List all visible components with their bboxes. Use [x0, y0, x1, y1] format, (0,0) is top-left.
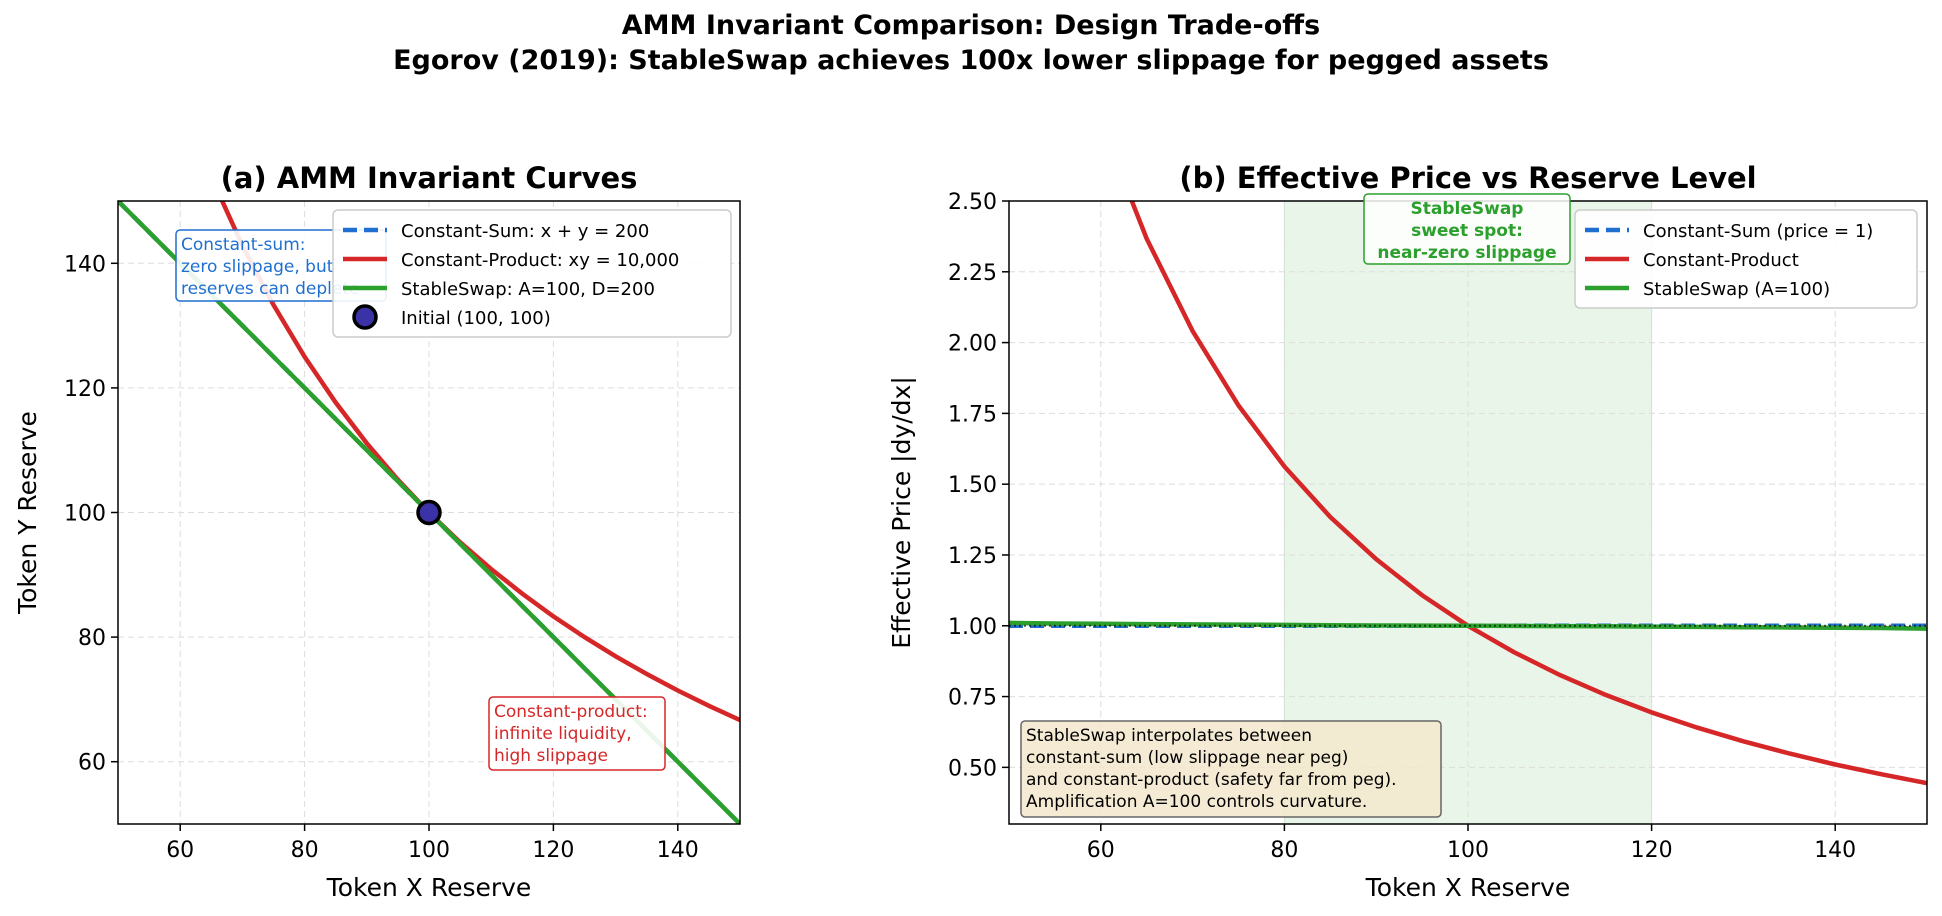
- y-tick-label: 140: [64, 252, 106, 277]
- annotation-box: [1020, 720, 1442, 818]
- annotation-constant-product: Constant-product:infinite liquidity,high…: [488, 696, 666, 771]
- annotation-text: and constant-product (safety far from pe…: [1026, 770, 1397, 790]
- annotation-text: Constant-product:: [494, 702, 648, 722]
- y-tick-label: 100: [64, 502, 106, 527]
- x-tick-label: 140: [657, 838, 699, 863]
- figure-title: AMM Invariant Comparison: Design Trade-o…: [621, 10, 1321, 41]
- x-tick-label: 100: [1447, 838, 1489, 863]
- x-axis-label: Token X Reserve: [1365, 873, 1571, 902]
- y-tick-label: 1.75: [948, 402, 997, 427]
- annotation-text: sweet spot:: [1411, 221, 1523, 241]
- y-tick-label: 120: [64, 377, 106, 402]
- legend-frame: [1574, 209, 1918, 309]
- y-tick-label: 2.25: [948, 261, 997, 286]
- y-tick-label: 60: [78, 751, 106, 776]
- series-line-2: [1009, 620, 1927, 631]
- annotation-explanation: StableSwap interpolates betweenconstant-…: [1020, 720, 1442, 818]
- legend-label: Constant-Product: xy = 10,000: [401, 250, 679, 271]
- legend-label: StableSwap (A=100): [1643, 279, 1830, 300]
- annotation-text: infinite liquidity,: [494, 724, 632, 744]
- x-tick-label: 120: [1631, 838, 1673, 863]
- legend: Constant-Sum: x + y = 200 Constant-Produc…: [332, 209, 732, 338]
- legend-marker: [352, 304, 378, 330]
- y-tick-label: 2.00: [948, 332, 997, 357]
- plot-area: [1009, 201, 1927, 786]
- legend: Constant-Sum (price = 1) Constant-Product…: [1574, 209, 1918, 309]
- y-tick-label: 2.50: [948, 190, 997, 215]
- initial-point-marker: [416, 499, 442, 526]
- subplot-title: (b) Effective Price vs Reserve Level: [1179, 161, 1756, 195]
- x-tick-label: 140: [1814, 838, 1856, 863]
- annotation-box: [488, 696, 666, 771]
- legend-label: StableSwap: A=100, D=200: [401, 279, 655, 300]
- y-tick-label: 1.00: [948, 615, 997, 640]
- x-tick-label: 120: [532, 838, 574, 863]
- legend-label: Constant-Sum (price = 1): [1643, 221, 1873, 242]
- x-tick-label: 100: [408, 838, 450, 863]
- annotation-text: StableSwap interpolates between: [1026, 726, 1312, 746]
- x-tick-label: 80: [291, 838, 319, 863]
- y-tick-label: 1.25: [948, 544, 997, 569]
- annotation-text: Amplification A=100 controls curvature.: [1026, 792, 1367, 812]
- x-tick-label: 60: [1087, 838, 1115, 863]
- annotation-text: StableSwap: [1411, 199, 1524, 219]
- subplot-a: 60 80 100 120 140 60 80 100 120 140 (a) AMM Invari…: [13, 161, 741, 902]
- legend-frame: [332, 209, 732, 338]
- annotation-text: near-zero slippage: [1377, 243, 1556, 263]
- subplot-b: 60 80 100 120 140 0.50 0.75 1.00 1.25 1.50 1.75 2.0…: [887, 161, 1928, 902]
- legend-label: Initial (100, 100): [401, 308, 551, 329]
- annotation-text: reserves can deplete: [181, 279, 359, 299]
- x-tick-label: 80: [1270, 838, 1298, 863]
- y-axis-label: Token Y Reserve: [13, 411, 42, 615]
- y-tick-label: 0.75: [948, 686, 997, 711]
- y-tick-label: 80: [78, 626, 106, 651]
- y-axis-label: Effective Price |dy/dx|: [887, 376, 916, 649]
- annotation-text: zero slippage, but: [181, 257, 334, 277]
- annotation-text: high slippage: [494, 746, 608, 766]
- figure-subtitle: Egorov (2019): StableSwap achieves 100x …: [393, 45, 1549, 76]
- x-tick-label: 60: [166, 838, 194, 863]
- x-axis-label: Token X Reserve: [326, 873, 532, 902]
- y-tick-label: 0.50: [948, 756, 997, 781]
- y-tick-label: 1.50: [948, 473, 997, 498]
- legend-label: Constant-Sum: x + y = 200: [401, 221, 649, 242]
- subplot-title: (a) AMM Invariant Curves: [221, 161, 638, 195]
- legend-label: Constant-Product: [1643, 250, 1799, 271]
- annotation-text: constant-sum (low slippage near peg): [1026, 748, 1348, 768]
- annotation-text: Constant-sum:: [181, 235, 305, 255]
- annotation-box: [1363, 193, 1571, 265]
